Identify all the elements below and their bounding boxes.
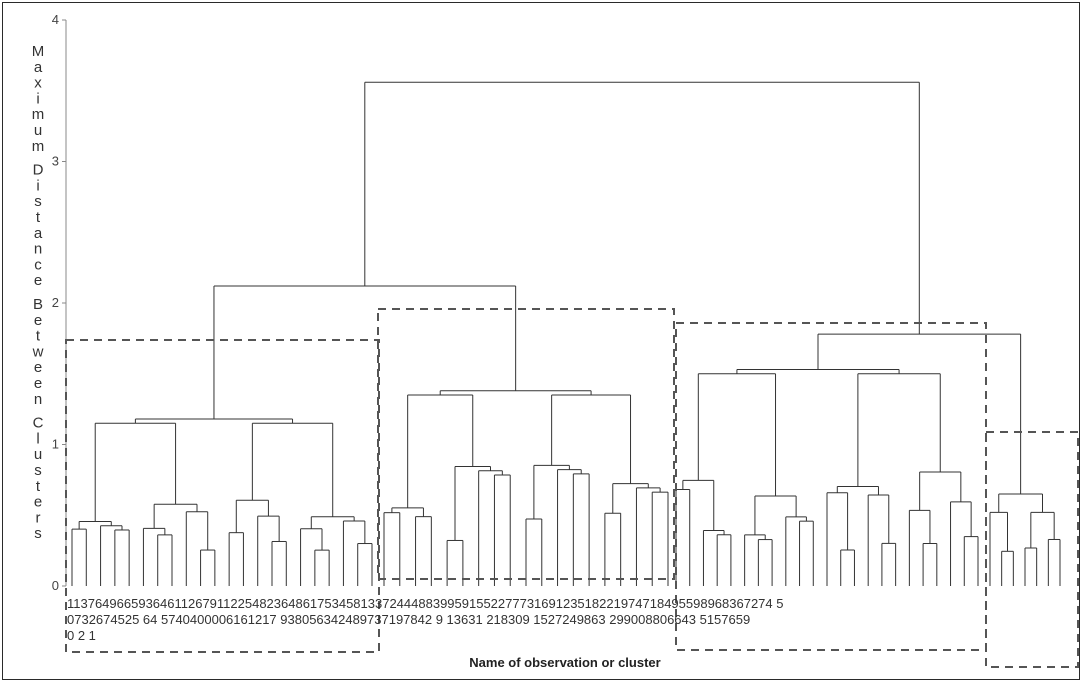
y-axis-label-char: C [33,415,44,432]
y-axis-label-char: D [33,162,44,179]
dendrogram-links [71,81,1061,586]
y-axis-label-char: M [32,43,45,60]
y-axis-label-char: r [36,509,41,526]
y-axis-label-char: i [36,177,39,194]
cluster-box-4 [985,431,1079,668]
leaf-label-row-3: 0 2 1 [67,628,96,643]
y-axis-label-char: s [34,525,42,542]
y-axis-label-char: a [34,225,43,242]
x-axis-label: Name of observation or cluster [469,655,660,670]
y-axis-label-char: u [34,446,42,463]
y-axis-label-char: n [34,391,42,408]
y-tick-label: 2 [52,295,59,310]
y-axis-label-char: s [34,193,42,210]
y-axis-label-char: x [34,75,42,92]
leaf-label-row-1: 1137649665936461126791122548236486175345… [67,596,784,611]
y-axis-label-char: c [34,256,42,273]
y-axis: 0 1 2 3 4 [52,12,67,593]
y-tick-label: 0 [52,578,59,593]
y-axis-label-char: t [36,209,41,226]
y-tick-label: 1 [52,437,59,452]
y-axis-label-char: m [32,106,45,123]
y-axis-label-char: e [34,272,42,289]
cluster-boxes [65,308,1079,668]
y-axis-label-char: e [34,312,42,329]
leaf-labels: 1137649665936461126791122548236486175345… [67,596,784,643]
y-axis-label-char: e [34,359,42,376]
leaf-label-row-2: 0732674525 64 5740400006161217 938056342… [67,612,750,627]
y-axis-label-char: a [34,59,43,76]
cluster-box-2 [377,308,675,580]
y-axis-label-char: e [34,375,42,392]
y-tick-label: 3 [52,154,59,169]
y-axis-label-char: n [34,241,42,258]
y-axis-label-char: m [32,138,45,155]
y-axis-label-char: B [33,296,43,313]
y-axis-label-char: i [36,90,39,107]
y-axis-label-char: e [34,494,42,511]
cluster-box-3 [675,322,987,651]
y-axis-label-char: l [36,430,39,447]
y-axis-label-char: s [34,462,42,479]
y-axis-label-char: t [36,478,41,495]
y-axis-label-char: t [36,328,41,345]
y-axis-label-char: w [32,343,44,360]
y-tick-label: 4 [52,12,59,27]
y-axis-label-char: u [34,122,42,139]
